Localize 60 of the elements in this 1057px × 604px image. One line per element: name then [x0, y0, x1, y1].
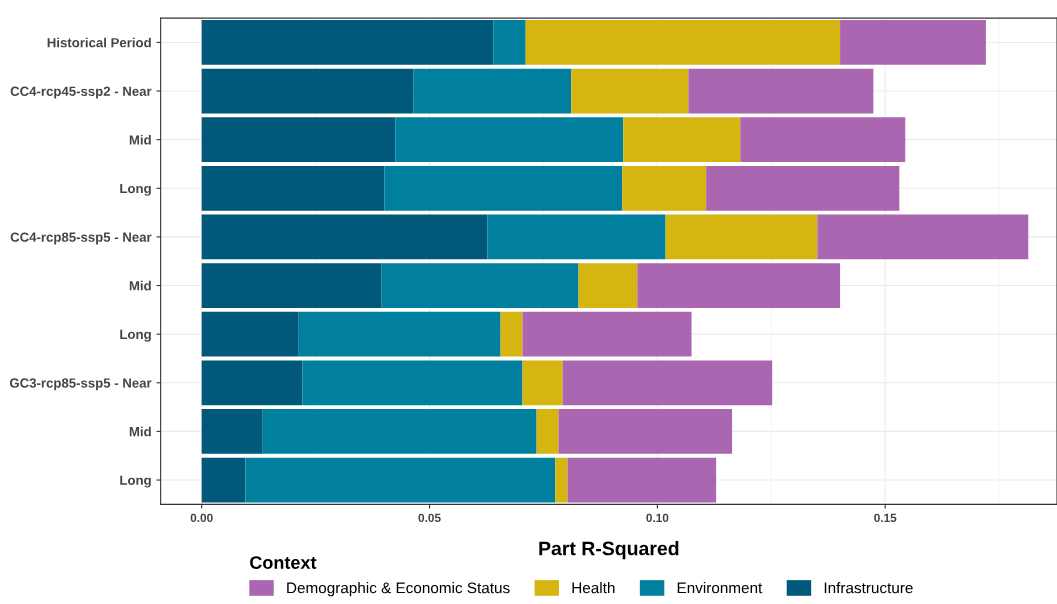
bar [522, 360, 563, 406]
bar [558, 409, 733, 454]
legend-label: Environment [677, 582, 763, 594]
bar [665, 214, 818, 260]
bar [302, 360, 523, 406]
bar [487, 214, 666, 260]
bar [201, 20, 494, 65]
bar [562, 360, 773, 406]
bar [413, 68, 572, 114]
legend-label: Demographic & Economic Status [287, 582, 510, 597]
bar [567, 457, 717, 503]
bar [578, 263, 638, 308]
bar [298, 311, 501, 357]
bar [500, 311, 523, 357]
x-tick-label: 0.00 [190, 513, 213, 523]
bar [384, 165, 623, 211]
bar [688, 68, 874, 114]
bar [493, 20, 526, 65]
x-tick-label: 0.15 [874, 513, 897, 523]
bar [201, 117, 396, 163]
bar [201, 409, 263, 454]
legend-title: Context [250, 556, 317, 569]
y-tick-label: GC3-rcp85-ssp5 - Near [9, 378, 152, 391]
y-tick-label: Mid [129, 280, 151, 291]
bar [201, 263, 382, 308]
bar [623, 117, 741, 163]
bar [201, 165, 385, 211]
bar [522, 311, 692, 357]
bar [201, 360, 303, 406]
bar [201, 311, 299, 357]
bar [395, 117, 624, 163]
legend-label: Infrastructure [824, 582, 913, 594]
bar [555, 457, 568, 503]
bar [536, 409, 559, 454]
y-tick-label: Historical Period [47, 37, 151, 48]
bar [637, 263, 841, 308]
y-tick-label: CC4-rcp85-ssp5 - Near [10, 232, 152, 245]
bar [840, 20, 986, 65]
bar [201, 68, 414, 114]
bar [381, 263, 579, 308]
bar [245, 457, 556, 503]
x-tick-label: 0.05 [418, 513, 441, 523]
y-tick-label: Long [120, 183, 151, 196]
bar [740, 117, 906, 163]
bar [706, 165, 900, 211]
y-tick-label: CC4-rcp45-ssp2 - Near [10, 86, 152, 99]
bar [622, 165, 707, 211]
bar [201, 214, 488, 260]
y-tick-label: Mid [129, 134, 151, 145]
bar [817, 214, 1029, 260]
y-tick-label: Mid [129, 426, 151, 437]
legend-label: Health [572, 582, 615, 594]
bar [201, 457, 246, 503]
x-tick-label: 0.10 [646, 513, 669, 523]
bar [571, 68, 689, 114]
x-axis-title: Part R-Squared [539, 541, 679, 560]
bar [525, 20, 841, 65]
bar [262, 409, 537, 454]
y-tick-label: Long [120, 329, 151, 342]
y-tick-label: Long [120, 475, 151, 488]
